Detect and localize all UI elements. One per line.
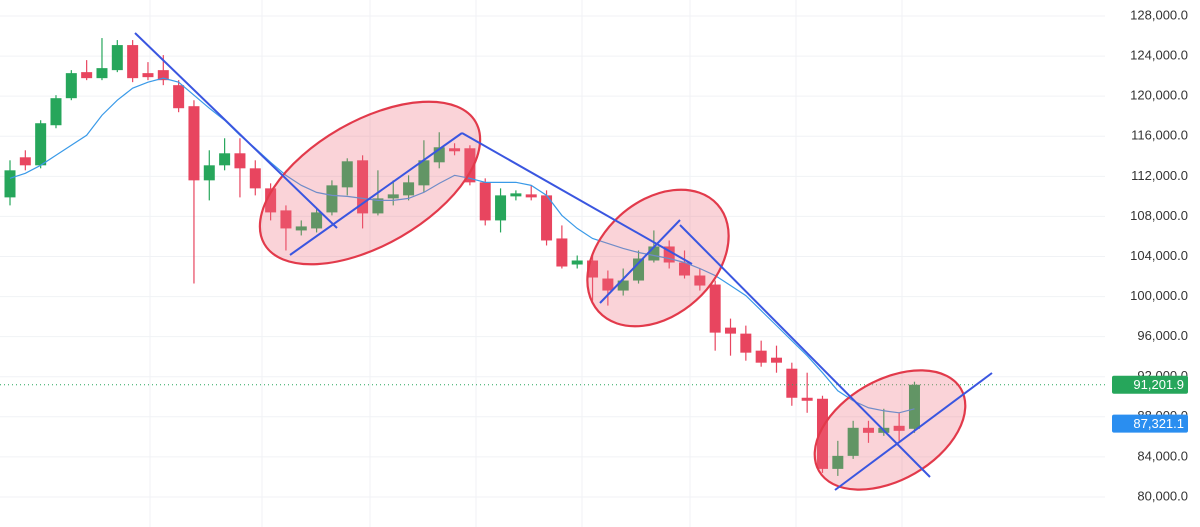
candle-body [326, 185, 338, 213]
trend-line [834, 372, 993, 491]
y-tick-label: 100,000.0 [1130, 288, 1188, 303]
candle-body [755, 350, 767, 363]
y-tick-label: 84,000.0 [1137, 448, 1188, 463]
highlight-ellipse [258, 100, 482, 266]
candle-body [19, 157, 31, 166]
candle-body [464, 148, 476, 183]
candle-body [50, 98, 62, 126]
trend-line [461, 132, 693, 265]
candle-body [35, 123, 47, 166]
candle-body [219, 153, 231, 166]
y-tick-label: 116,000.0 [1131, 128, 1188, 143]
candle-body [862, 427, 874, 433]
candle-body [372, 198, 384, 214]
y-tick-label: 104,000.0 [1130, 248, 1188, 263]
trend-line [679, 224, 931, 478]
candle-body [81, 72, 93, 79]
candle-body [127, 45, 139, 79]
candle-body [234, 153, 246, 169]
candle-body [525, 194, 537, 198]
candle-body [203, 165, 215, 181]
candle-body [816, 398, 828, 469]
y-tick-label: 112,000.0 [1131, 168, 1188, 183]
y-tick-label: 120,000.0 [1130, 88, 1188, 103]
candle-body [96, 68, 108, 79]
candle-body [479, 182, 491, 221]
candle-body [265, 188, 277, 213]
candle-body [725, 327, 737, 334]
candle-body [111, 45, 123, 71]
candle-body [847, 427, 859, 456]
highlight-ellipse [813, 369, 967, 491]
candle-body [249, 168, 261, 189]
candle-body [908, 384, 920, 429]
candle-body [832, 455, 844, 469]
candle-body [403, 182, 415, 196]
price-badge [1112, 414, 1188, 433]
candle-body [571, 260, 583, 265]
highlight-ellipse [586, 188, 730, 328]
y-tick-label: 124,000.0 [1130, 48, 1188, 63]
candle-body [633, 258, 645, 281]
candle-body [142, 73, 154, 78]
candle-body [188, 106, 200, 181]
y-tick-label: 80,000.0 [1137, 488, 1188, 503]
candle-body [740, 333, 752, 353]
candle-body [295, 226, 307, 231]
candle-body [801, 397, 813, 401]
annotations [134, 32, 993, 491]
candle-body [771, 357, 782, 363]
candle-body [433, 147, 445, 163]
candle-body [556, 238, 568, 267]
y-tick-label: 96,000.0 [1137, 328, 1188, 343]
candle-body [357, 160, 369, 214]
candle-body [341, 161, 353, 188]
candle-body [311, 212, 323, 229]
candle-body [449, 148, 461, 152]
price-badge-label: 91,201.9 [1133, 377, 1184, 392]
trend-line [599, 219, 681, 304]
candle-body [587, 260, 599, 278]
candle-body [157, 70, 169, 81]
trend-line [134, 32, 338, 229]
candle-body [541, 195, 553, 241]
y-tick-label: 128,000.0 [1130, 7, 1188, 22]
time-grid [149, 0, 903, 527]
price-badge-label: 87,321.1 [1133, 416, 1184, 431]
candle-body [510, 193, 522, 197]
y-tick-label: 108,000.0 [1130, 208, 1188, 223]
moving-average [9, 77, 915, 414]
candle-body [602, 278, 614, 291]
candle-body [648, 246, 660, 261]
candle-body [495, 195, 507, 221]
price-badge [1112, 375, 1188, 394]
candle-body [679, 262, 691, 276]
candle-body [65, 73, 77, 99]
candle-body [280, 210, 292, 229]
candle-body [173, 85, 185, 109]
candle-body [418, 160, 430, 186]
candle-body [694, 275, 706, 286]
candle-body [786, 368, 798, 398]
candle-body [387, 194, 399, 199]
candle-body [663, 246, 675, 263]
trend-line [289, 132, 463, 256]
candle-body [709, 284, 721, 333]
candle-body [893, 425, 905, 431]
candle-body [4, 170, 16, 198]
candle-body [617, 280, 629, 291]
